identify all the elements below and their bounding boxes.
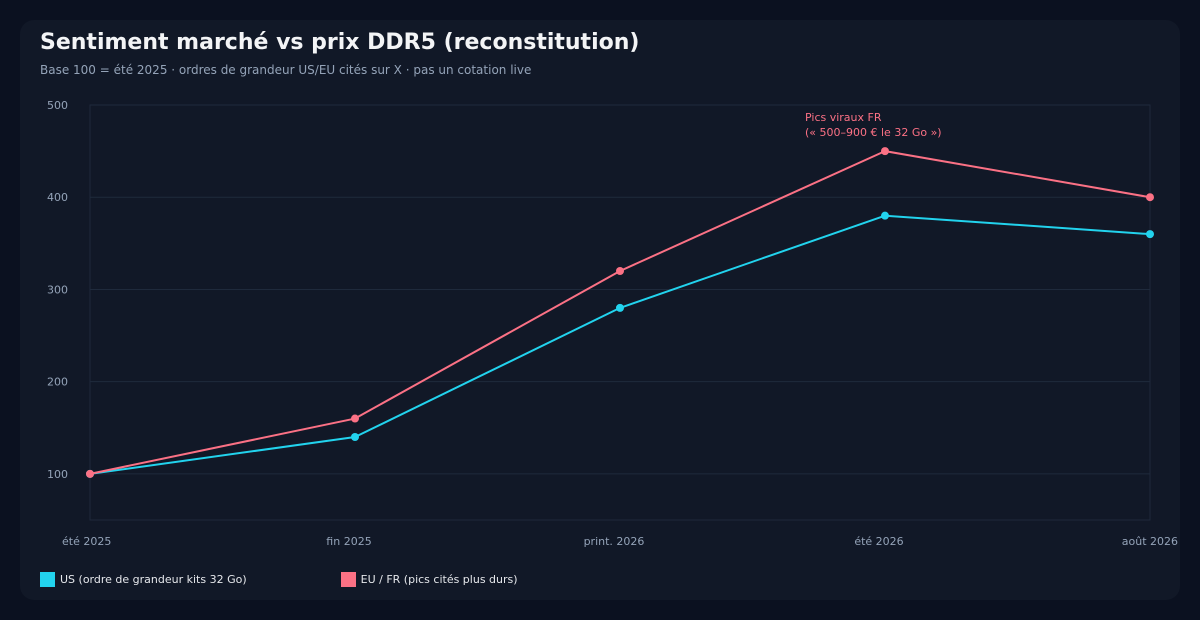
x-tick-label: print. 2026 xyxy=(584,535,645,548)
data-point xyxy=(616,303,624,312)
y-tick-label: 100 xyxy=(47,468,68,481)
y-tick-label: 400 xyxy=(47,191,68,204)
annotation-text: (« 500–900 € le 32 Go ») xyxy=(805,126,942,139)
data-point xyxy=(86,469,94,478)
data-point xyxy=(351,433,359,441)
data-point xyxy=(881,147,889,156)
legend-swatch-eu xyxy=(340,572,356,587)
data-point xyxy=(1146,193,1154,202)
legend: US (ordre de grandeur kits 32 Go) EU / F… xyxy=(40,572,518,587)
data-point xyxy=(616,267,624,275)
chart-subtitle: Base 100 = été 2025 · ordres de grandeur… xyxy=(40,63,532,77)
chart-card xyxy=(20,20,1180,600)
x-tick-label: été 2026 xyxy=(854,535,903,548)
legend-swatch-us xyxy=(40,572,55,587)
series-line-us xyxy=(89,214,1151,475)
annotation-text: Pics viraux FR xyxy=(805,111,882,124)
legend-item-eu: EU / FR (pics cités plus durs) xyxy=(340,572,518,587)
legend-label-us: US (ordre de grandeur kits 32 Go) xyxy=(60,573,247,586)
y-tick-label: 200 xyxy=(47,376,68,389)
x-tick-label: fin 2025 xyxy=(326,535,371,548)
x-tick-label: été 2025 xyxy=(62,535,111,548)
legend-label-eu: EU / FR (pics cités plus durs) xyxy=(360,573,518,586)
legend-item-us: US (ordre de grandeur kits 32 Go) xyxy=(40,572,247,587)
series-line-eu xyxy=(89,150,1151,475)
chart-title: Sentiment marché vs prix DDR5 (reconstit… xyxy=(40,30,640,55)
data-point xyxy=(351,414,359,423)
data-point xyxy=(1146,230,1154,239)
y-tick-label: 300 xyxy=(47,283,68,296)
x-tick-label: août 2026 xyxy=(1122,535,1178,548)
data-point xyxy=(881,211,889,220)
y-tick-label: 500 xyxy=(47,99,68,112)
plot-frame xyxy=(89,104,1151,521)
